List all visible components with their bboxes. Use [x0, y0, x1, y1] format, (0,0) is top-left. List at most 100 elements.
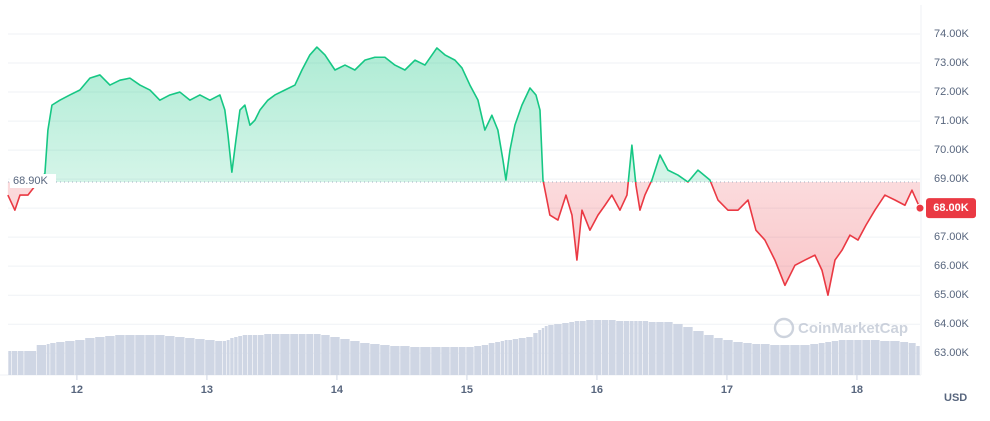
baseline-label-bg	[10, 174, 56, 189]
volume-bar	[800, 345, 810, 375]
volume-bar	[271, 334, 280, 375]
volume-bar	[890, 341, 900, 375]
volume-bar	[838, 340, 846, 375]
volume-bar	[313, 334, 321, 375]
volume-bar	[11, 351, 18, 375]
price-line-down	[7, 182, 921, 296]
x-tick-label: 14	[331, 384, 344, 396]
volume-bar	[714, 338, 723, 375]
volume-bar	[569, 322, 575, 375]
volume-bar	[656, 322, 664, 375]
volume-bar	[306, 334, 314, 375]
volume-bar	[17, 351, 24, 375]
x-tick-label: 18	[851, 384, 863, 396]
volume-bar	[616, 321, 624, 375]
volume-bar	[638, 321, 643, 375]
volume-bar	[175, 337, 185, 375]
volume-bar	[548, 325, 554, 375]
volume-bar	[908, 343, 916, 375]
volume-bar	[155, 335, 165, 375]
volume-bar	[46, 344, 50, 375]
volume-bar	[601, 320, 609, 375]
volume-bar	[704, 335, 714, 375]
volume-bar	[105, 336, 115, 375]
y-tick-label: 71.00K	[934, 115, 970, 127]
volume-bar	[226, 340, 230, 375]
volume-bar	[135, 335, 145, 375]
area-down	[7, 182, 920, 296]
volume-bar	[50, 343, 56, 375]
volume-bar	[634, 321, 638, 375]
volume-bar	[642, 321, 649, 375]
volume-bar	[247, 335, 253, 375]
volume-bar	[880, 341, 890, 375]
volume-bar	[780, 345, 790, 375]
volume-bar	[370, 344, 380, 375]
volume-bar	[474, 346, 482, 375]
volume-bar	[441, 347, 450, 375]
volume-bar	[390, 346, 400, 375]
y-tick-label: 70.00K	[934, 144, 970, 156]
volume-bar	[846, 340, 854, 375]
volume-bar	[488, 343, 495, 375]
volume-bar	[24, 351, 37, 375]
volume-bar	[544, 326, 548, 375]
volume-bar	[500, 341, 505, 375]
volume-bar	[562, 323, 569, 375]
y-tick-label: 65.00K	[934, 289, 970, 301]
y-tick-label: 64.00K	[934, 318, 970, 330]
volume-bar	[215, 341, 223, 375]
volume-bar	[673, 324, 683, 375]
volume-bar	[770, 345, 780, 375]
volume-bar	[360, 343, 370, 375]
y-tick-label: 74.00K	[934, 28, 970, 40]
volume-bar	[508, 340, 513, 375]
volume-bar	[518, 338, 526, 375]
volume-bar	[760, 344, 770, 375]
volume-bar	[115, 335, 125, 375]
volume-bar	[533, 333, 538, 375]
volume-bar	[230, 338, 234, 375]
volume-bar	[900, 342, 909, 375]
volume-bar	[410, 347, 420, 375]
volume-bar	[195, 339, 205, 375]
volume-bar	[205, 340, 215, 375]
last-point	[915, 203, 925, 213]
volume-bar	[238, 336, 243, 375]
volume-bar	[481, 345, 489, 375]
y-tick-label: 67.00K	[934, 231, 970, 243]
volume-bar	[242, 335, 248, 375]
volume-bar	[264, 334, 272, 375]
volume-bar	[234, 337, 238, 375]
volume-bar	[185, 338, 195, 375]
volume-bar	[594, 320, 602, 375]
volume-bar	[125, 335, 135, 375]
volume-bar	[340, 339, 350, 375]
volume-bar	[683, 327, 693, 375]
y-tick-label: 66.00K	[934, 260, 970, 272]
last-price-tag	[926, 198, 976, 219]
volume-bar	[586, 320, 594, 375]
y-tick-label: 69.00K	[934, 173, 970, 185]
volume-bar	[380, 345, 390, 375]
y-tick-label: 63.00K	[934, 347, 970, 359]
volume-bar	[623, 321, 630, 375]
volume-bar	[526, 337, 533, 375]
volume-bar	[512, 339, 519, 375]
volume-bar	[400, 346, 410, 375]
volume-bar	[65, 341, 75, 375]
volume-bar	[554, 324, 562, 375]
volume-bar	[298, 334, 306, 375]
volume-bar	[810, 344, 819, 375]
x-tick-label: 17	[721, 384, 733, 396]
volume-bar	[825, 342, 832, 375]
volume-bar	[257, 335, 264, 375]
volume-bar	[458, 347, 466, 375]
volume-bar	[608, 320, 616, 375]
volume-bar	[36, 345, 47, 375]
volume-bar	[541, 328, 545, 375]
volume-bar	[579, 321, 586, 375]
x-tick-label: 12	[71, 384, 83, 396]
volume-bar	[574, 321, 580, 375]
plot	[0, 5, 922, 380]
